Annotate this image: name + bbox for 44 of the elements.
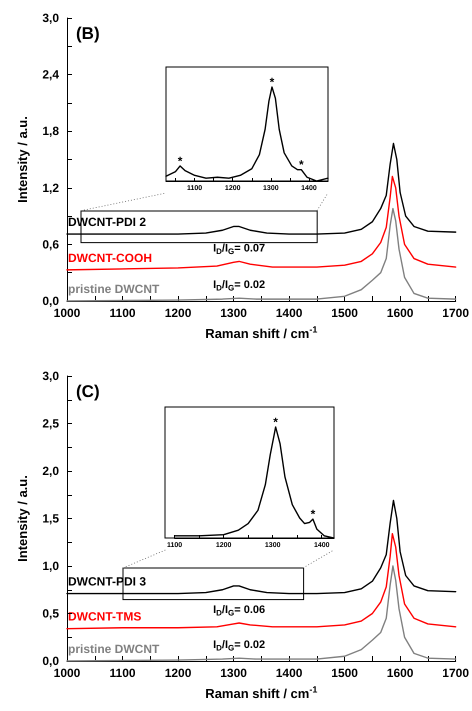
- x-tick-label: 1700: [442, 306, 470, 320]
- x-tick-label: 1400: [276, 306, 303, 320]
- y-tick-label: 0,0: [42, 654, 60, 668]
- x-tick-label: 1000: [54, 666, 81, 680]
- x-tick-label: 1400: [276, 666, 303, 680]
- annotation: *: [298, 158, 304, 172]
- series-label: pristine DWCNT: [68, 282, 160, 296]
- x-tick-label: 1000: [54, 306, 81, 320]
- x-tick-label: 1600: [386, 666, 414, 680]
- y-tick-label: 0,5: [42, 606, 60, 620]
- x-tick-label: 1500: [331, 666, 358, 680]
- series-label: pristine DWCNT: [68, 642, 160, 656]
- y-tick-label: 1,8: [42, 124, 60, 138]
- series-label: DWCNT-TMS: [68, 610, 142, 624]
- y-tick-label: 3,0: [42, 11, 60, 25]
- annotation: *: [178, 154, 183, 168]
- y-tick-label: 0,6: [42, 237, 60, 252]
- chart-title: (C): [76, 382, 100, 401]
- x-tick-label: 1300: [220, 666, 248, 680]
- annotation: *: [273, 415, 278, 429]
- y-tick-label: 3,0: [42, 369, 60, 383]
- x-tick-label: 1700: [442, 666, 470, 680]
- chart-title: (B): [76, 24, 100, 43]
- y-tick-label: 2,5: [42, 416, 60, 430]
- annotation: *: [310, 507, 316, 522]
- y-tick-label: 1,5: [42, 512, 60, 526]
- y-tick-label: 1,2: [42, 180, 60, 195]
- x-tick-label: 1100: [110, 306, 136, 320]
- y-axis-title: Intensity / a.u.: [15, 475, 30, 562]
- x-tick-label: 1300: [220, 306, 248, 320]
- x-tick-label: 1500: [331, 306, 358, 320]
- x-tick-label: 1600: [386, 306, 414, 320]
- series-label: DWCNT-COOH: [68, 250, 152, 265]
- y-tick-label: 2,0: [42, 464, 60, 478]
- x-tick-label: 1100: [110, 666, 136, 680]
- annotation: *: [270, 75, 275, 89]
- y-tick-label: 0,0: [42, 294, 60, 308]
- y-tick-label: 1,0: [42, 559, 60, 573]
- y-axis-title: Intensity / a.u.: [15, 116, 30, 203]
- line-series: [66, 533, 456, 630]
- y-tick-label: 2,4: [42, 68, 60, 82]
- x-tick-label: 1200: [164, 666, 192, 680]
- x-tick-label: 1200: [164, 306, 192, 320]
- line-series: [66, 176, 456, 271]
